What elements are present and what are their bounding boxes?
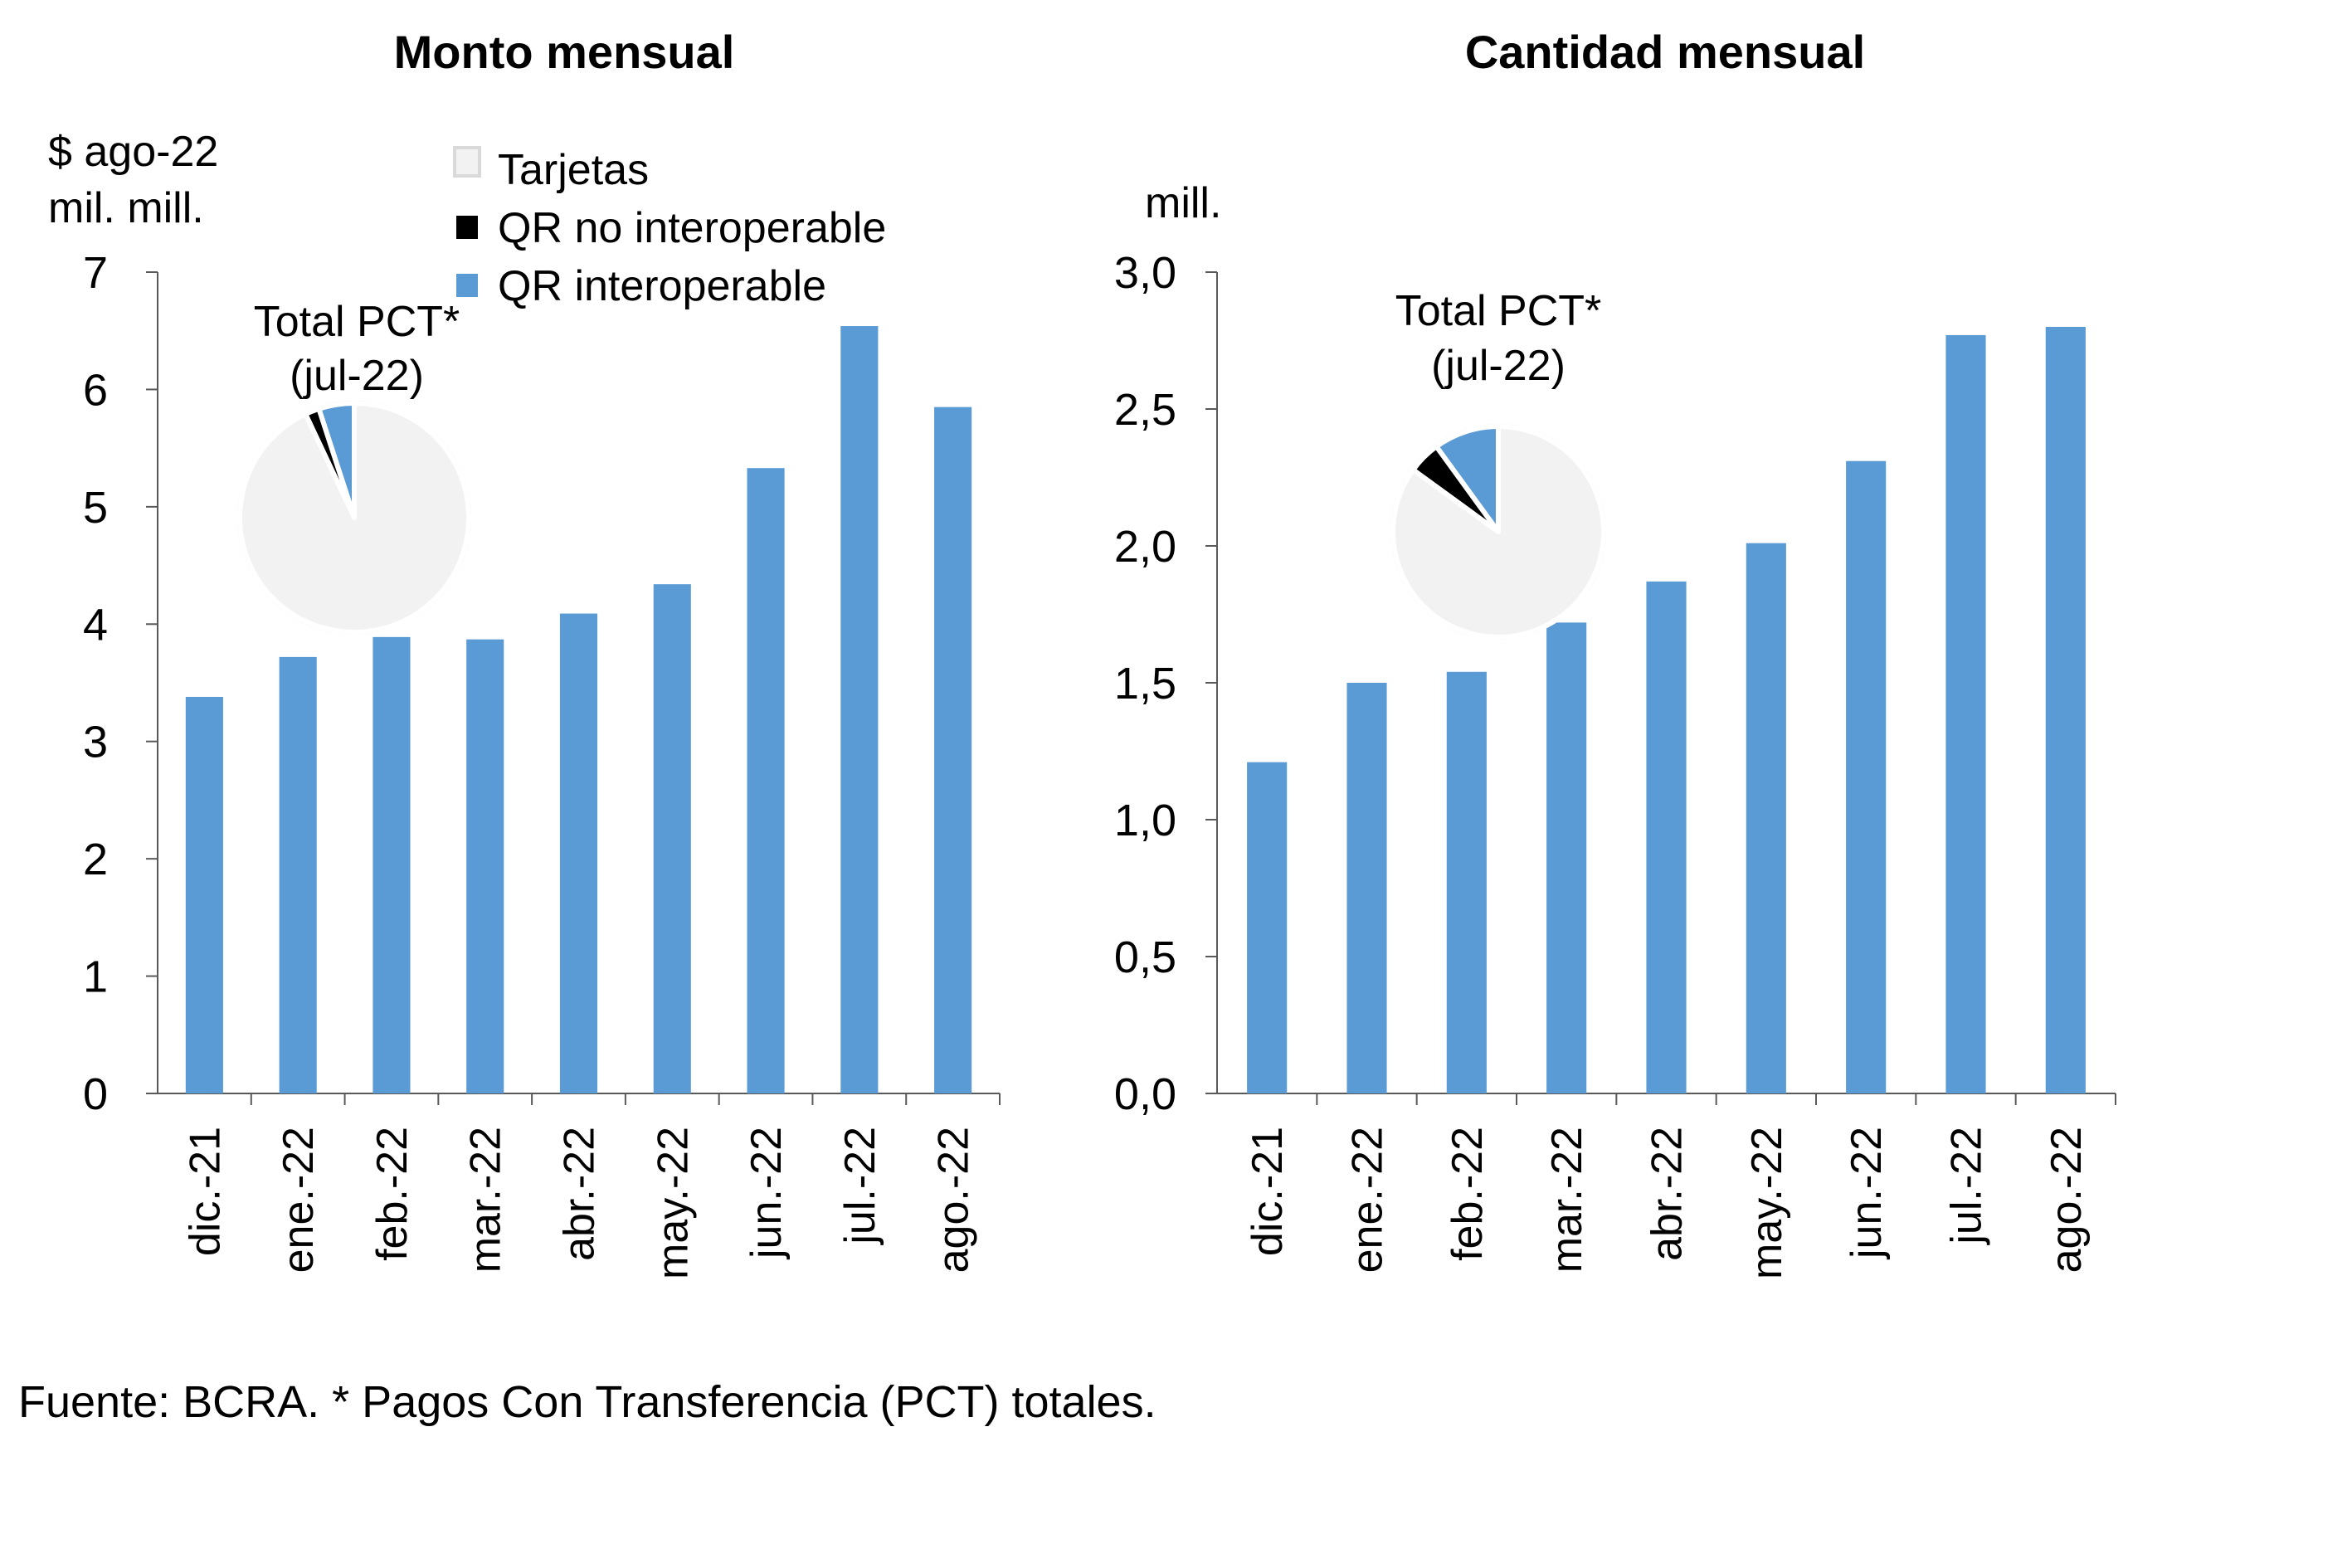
bar-cantidad	[2045, 327, 2086, 1093]
x-tick-label-monto: ene.-22	[275, 1127, 323, 1273]
bar-cantidad	[1746, 543, 1786, 1093]
x-tick-label-monto: feb.-22	[368, 1127, 416, 1261]
y-tick-label-cantidad: 0,0	[1114, 1069, 1176, 1119]
bar-cantidad	[1846, 460, 1887, 1093]
x-tick-label-cantidad: mar.-22	[1543, 1127, 1591, 1273]
legend-label-qr-interoperable: QR interoperable	[498, 262, 826, 310]
bar-cantidad	[1546, 622, 1587, 1093]
bar-cantidad	[1646, 581, 1687, 1093]
bar-monto	[466, 639, 504, 1093]
x-tick-label-monto: abr.-22	[556, 1127, 604, 1261]
y-tick-label-monto: 2	[83, 835, 108, 884]
y-tick-label-monto: 3	[83, 718, 108, 767]
y-axis-label-monto-line2: mil. mill.	[48, 184, 204, 232]
pie-slice-cantidad-tarjetas	[1390, 424, 1606, 640]
y-tick-label-monto: 6	[83, 365, 108, 415]
x-tick-label-cantidad: dic.-21	[1244, 1127, 1292, 1256]
chart-title-monto: Monto mensual	[394, 26, 735, 78]
bar-monto	[373, 636, 411, 1093]
y-tick-label-monto: 4	[83, 600, 108, 650]
legend-label-tarjetas: Tarjetas	[498, 146, 649, 194]
y-tick-label-monto: 5	[83, 483, 108, 533]
legend-label-qr-no-interoperable: QR no interoperable	[498, 204, 886, 252]
y-tick-label-monto: 7	[83, 248, 108, 298]
source-footnote: Fuente: BCRA. * Pagos Con Transferencia …	[18, 1377, 1157, 1427]
x-tick-label-monto: mar.-22	[462, 1127, 510, 1273]
bar-monto	[747, 468, 785, 1093]
bar-cantidad	[1446, 671, 1487, 1093]
x-tick-label-cantidad: jun.-22	[1843, 1127, 1891, 1260]
x-tick-label-cantidad: ene.-22	[1344, 1127, 1392, 1273]
bar-monto	[653, 584, 691, 1093]
pie-title-cantidad-line1: Total PCT*	[1395, 287, 1602, 335]
bar-cantidad	[1945, 334, 1986, 1093]
bar-cantidad	[1346, 683, 1387, 1093]
y-tick-label-monto: 0	[83, 1069, 108, 1119]
bar-cantidad	[1247, 762, 1288, 1093]
y-tick-label-cantidad: 1,0	[1114, 796, 1176, 845]
y-tick-label-cantidad: 3,0	[1114, 248, 1176, 298]
x-tick-label-monto: may.-22	[649, 1127, 697, 1279]
pie-title-monto-line2: (jul-22)	[290, 352, 424, 400]
x-tick-label-cantidad: abr.-22	[1643, 1127, 1692, 1261]
y-tick-label-cantidad: 0,5	[1114, 933, 1176, 982]
x-tick-label-cantidad: ago.-22	[2043, 1127, 2091, 1273]
legend-swatch-qr-interoperable	[456, 274, 478, 297]
legend-swatch-qr-no-interoperable	[456, 216, 478, 239]
pie-title-cantidad-line2: (jul-22)	[1431, 342, 1566, 390]
x-tick-label-monto: ago.-22	[930, 1127, 978, 1273]
y-tick-label-monto: 1	[83, 952, 108, 1002]
y-axis-label-monto-line1: $ ago-22	[48, 128, 218, 176]
chart-title-cantidad: Cantidad mensual	[1465, 26, 1865, 78]
bar-monto	[559, 613, 598, 1093]
legend-swatch-tarjetas	[453, 146, 481, 178]
bar-monto	[185, 696, 223, 1093]
bar-monto	[840, 326, 879, 1093]
pie-slice-monto-tarjetas	[237, 401, 471, 635]
x-tick-label-monto: dic.-21	[181, 1127, 229, 1256]
x-tick-label-monto: jul.-22	[836, 1127, 884, 1246]
x-tick-label-cantidad: feb.-22	[1444, 1127, 1492, 1261]
y-axis-label-cantidad: mill.	[1145, 179, 1221, 227]
y-tick-label-cantidad: 1,5	[1114, 659, 1176, 709]
y-tick-label-cantidad: 2,5	[1114, 385, 1176, 435]
pie-title-monto-line1: Total PCT*	[254, 298, 460, 346]
x-tick-label-cantidad: may.-22	[1743, 1127, 1791, 1279]
bar-monto	[934, 407, 972, 1094]
bar-monto	[279, 656, 317, 1093]
x-tick-label-monto: jun.-22	[743, 1127, 791, 1260]
x-tick-label-cantidad: jul.-22	[1943, 1127, 1991, 1246]
y-tick-label-cantidad: 2,0	[1114, 522, 1176, 572]
legend: Tarjetas QR no interoperable QR interope…	[453, 146, 886, 310]
